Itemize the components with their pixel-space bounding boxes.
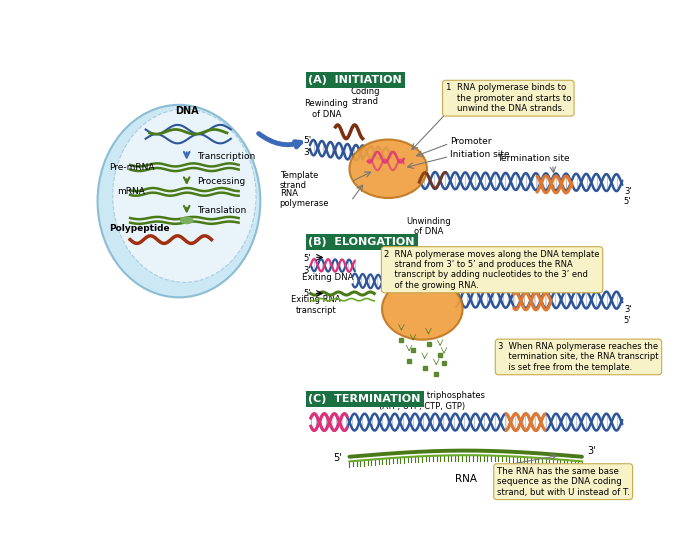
Text: 1  RNA polymerase binds to
    the promoter and starts to
    unwind the DNA str: 1 RNA polymerase binds to the promoter a…: [446, 84, 571, 113]
Text: Translation: Translation: [197, 206, 247, 215]
Text: 3': 3': [303, 266, 311, 275]
Text: 5': 5': [303, 136, 312, 145]
Text: (A)  INITIATION: (A) INITIATION: [309, 75, 402, 85]
Ellipse shape: [349, 139, 427, 198]
Text: mRNA: mRNA: [117, 187, 145, 196]
Text: (B)  ELONGATION: (B) ELONGATION: [309, 237, 415, 247]
Text: Exiting RNA
transcript: Exiting RNA transcript: [291, 295, 341, 315]
Text: Coding
strand: Coding strand: [350, 87, 379, 106]
Text: RNA: RNA: [455, 474, 477, 484]
Text: Transcription: Transcription: [197, 152, 256, 161]
Ellipse shape: [113, 109, 256, 283]
Text: 3': 3': [624, 305, 631, 314]
Text: Pre-mRNA: Pre-mRNA: [109, 163, 155, 172]
Ellipse shape: [180, 217, 194, 224]
Text: Unwinding
of DNA: Unwinding of DNA: [406, 217, 451, 236]
Text: 5': 5': [303, 254, 311, 263]
Text: Termination site: Termination site: [497, 154, 569, 163]
Text: DNA: DNA: [175, 106, 199, 116]
Text: 3': 3': [303, 148, 312, 157]
Text: Polypeptide: Polypeptide: [109, 223, 170, 233]
Text: 2  RNA polymerase moves along the DNA template
    strand from 3’ to 5’ and prod: 2 RNA polymerase moves along the DNA tem…: [384, 249, 600, 290]
Text: Initiation site: Initiation site: [450, 150, 510, 159]
Text: Processing: Processing: [197, 178, 246, 186]
Text: 3': 3': [624, 186, 631, 196]
Text: 3  When RNA polymerase reaches the
    termination site, the RNA transcript
    : 3 When RNA polymerase reaches the termin…: [498, 342, 659, 372]
Text: The RNA has the same base
sequence as the DNA coding
strand, but with U instead : The RNA has the same base sequence as th…: [497, 467, 629, 497]
Text: 5': 5': [624, 197, 631, 206]
Ellipse shape: [97, 105, 260, 298]
Text: Ribonucleoside triphosphates
(ATP, UTP, CTP, GTP): Ribonucleoside triphosphates (ATP, UTP, …: [360, 392, 485, 411]
Text: Template
strand: Template strand: [280, 171, 318, 190]
Text: 5': 5': [624, 316, 631, 325]
Text: Direction of
transcription: Direction of transcription: [469, 258, 524, 278]
Text: Exiting DNA: Exiting DNA: [302, 273, 354, 283]
Ellipse shape: [382, 278, 463, 340]
Text: Rewinding
of DNA: Rewinding of DNA: [304, 100, 348, 119]
Text: 5': 5': [333, 452, 342, 462]
Text: RNA
polymerase: RNA polymerase: [280, 189, 329, 208]
Text: 5': 5': [303, 289, 311, 298]
Text: (C)  TERMINATION: (C) TERMINATION: [309, 394, 421, 404]
Text: 3': 3': [587, 446, 596, 456]
Text: Promoter: Promoter: [450, 137, 491, 147]
